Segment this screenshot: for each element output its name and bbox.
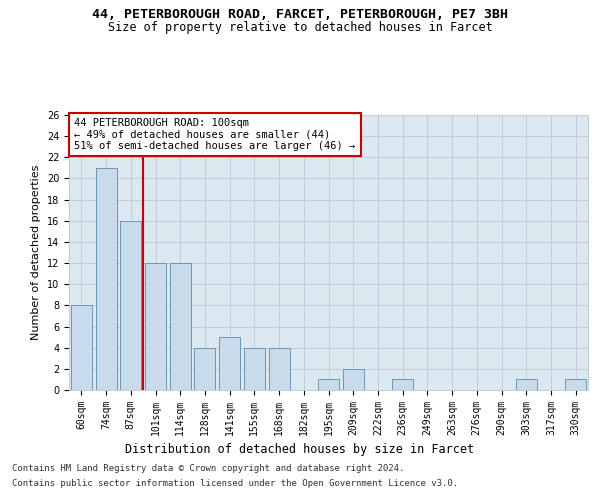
Bar bbox=[392, 380, 413, 390]
Bar bbox=[95, 168, 116, 390]
Y-axis label: Number of detached properties: Number of detached properties bbox=[31, 165, 41, 340]
Bar bbox=[120, 221, 141, 390]
Bar bbox=[145, 263, 166, 390]
Bar bbox=[343, 369, 364, 390]
Text: Size of property relative to detached houses in Farcet: Size of property relative to detached ho… bbox=[107, 21, 493, 34]
Text: 44, PETERBOROUGH ROAD, FARCET, PETERBOROUGH, PE7 3BH: 44, PETERBOROUGH ROAD, FARCET, PETERBORO… bbox=[92, 8, 508, 20]
Bar bbox=[194, 348, 215, 390]
Bar bbox=[71, 306, 92, 390]
Bar bbox=[318, 380, 339, 390]
Text: Contains public sector information licensed under the Open Government Licence v3: Contains public sector information licen… bbox=[12, 479, 458, 488]
Bar bbox=[170, 263, 191, 390]
Bar bbox=[516, 380, 537, 390]
Bar bbox=[565, 380, 586, 390]
Text: 44 PETERBOROUGH ROAD: 100sqm
← 49% of detached houses are smaller (44)
51% of se: 44 PETERBOROUGH ROAD: 100sqm ← 49% of de… bbox=[74, 118, 355, 151]
Bar bbox=[269, 348, 290, 390]
Bar bbox=[244, 348, 265, 390]
Text: Contains HM Land Registry data © Crown copyright and database right 2024.: Contains HM Land Registry data © Crown c… bbox=[12, 464, 404, 473]
Bar bbox=[219, 337, 240, 390]
Text: Distribution of detached houses by size in Farcet: Distribution of detached houses by size … bbox=[125, 442, 475, 456]
